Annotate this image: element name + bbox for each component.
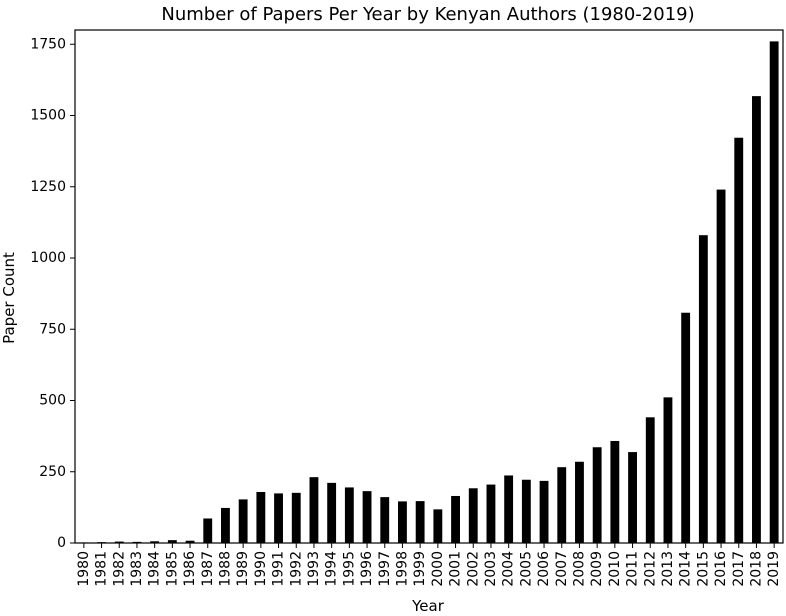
bar-1984 [150,541,160,543]
bar-2009 [592,447,602,543]
y-tick-label-250: 250 [39,464,66,480]
y-tick-label-750: 750 [39,321,66,337]
x-tick-label-2016: 2016 [713,551,729,587]
bar-2014 [681,312,691,543]
x-tick-label-2002: 2002 [465,551,481,587]
bar-2019 [769,41,779,544]
bar-1992 [291,492,301,543]
bar-1994 [327,482,337,543]
y-tick-label-1500: 1500 [30,108,66,124]
x-axis-label: Year [411,597,445,615]
bar-2004 [504,475,514,543]
x-tick-label-2017: 2017 [731,551,747,587]
bar-1996 [362,491,372,543]
x-tick-label-2004: 2004 [501,551,517,587]
bars-group [79,41,779,544]
x-tick-label-1994: 1994 [324,551,340,587]
bar-2011 [628,452,637,543]
bar-1988 [221,507,230,543]
x-tick-label-2013: 2013 [660,551,676,587]
bar-2001 [451,495,460,543]
y-tick-label-1250: 1250 [30,179,66,195]
y-tick-label-1750: 1750 [30,36,66,52]
x-tick-label-2012: 2012 [642,551,658,587]
x-tick-label-2018: 2018 [748,551,764,587]
x-tick-label-1997: 1997 [377,551,393,587]
x-tick-label-2019: 2019 [766,551,782,587]
x-tick-label-2005: 2005 [518,551,534,587]
x-tick-label-1998: 1998 [394,551,410,587]
chart-title: Number of Papers Per Year by Kenyan Auth… [161,4,694,25]
bar-1985 [167,540,177,543]
bar-2005 [521,479,531,543]
x-tick-label-2011: 2011 [625,551,641,587]
x-axis: 1980 1981 1982 1983 1984 1985 1986 1987 1988 1989… [76,543,782,587]
x-tick-label-2014: 2014 [678,551,694,587]
x-tick-label-1992: 1992 [288,551,304,587]
bar-1993 [309,477,319,543]
bar-2016 [716,189,726,543]
x-tick-label-1990: 1990 [253,551,269,587]
bar-2013 [663,397,673,543]
bar-1987 [203,518,213,543]
x-tick-label-1999: 1999 [412,551,428,587]
bar-2015 [698,235,708,543]
bar-2010 [610,440,620,543]
x-tick-label-1985: 1985 [164,551,180,587]
bar-2007 [557,467,567,543]
bar-1990 [256,491,266,543]
x-tick-label-1984: 1984 [147,551,163,587]
bar-1986 [185,540,195,543]
bar-1999 [415,501,425,543]
bar-2018 [752,96,761,544]
y-axis: 0 250 500 750 1000 1250 1500 1750 [30,36,75,551]
x-tick-label-2003: 2003 [483,551,499,587]
x-tick-label-2009: 2009 [589,551,605,587]
y-axis-label: Paper Count [0,252,18,344]
bar-2006 [539,480,549,543]
y-tick-label-0: 0 [57,535,66,551]
bar-1995 [344,487,354,543]
x-tick-label-1993: 1993 [306,551,322,587]
x-tick-label-1981: 1981 [94,551,110,587]
x-tick-label-2006: 2006 [536,551,552,587]
x-tick-label-2007: 2007 [554,551,570,587]
x-tick-label-2000: 2000 [430,551,446,587]
bar-1998 [398,501,407,543]
bar-2003 [486,484,496,543]
bar-1991 [274,493,283,543]
bar-2017 [734,137,744,544]
y-tick-label-500: 500 [39,393,66,409]
plot-frame [74,29,784,544]
x-tick-label-1991: 1991 [271,551,287,587]
x-tick-label-1996: 1996 [359,551,375,587]
x-tick-label-1995: 1995 [341,551,357,587]
bar-1997 [380,497,390,543]
bar-1989 [238,499,248,543]
x-tick-label-1988: 1988 [217,551,233,587]
x-tick-label-1980: 1980 [76,551,92,587]
y-tick-label-1000: 1000 [30,250,66,266]
x-tick-label-1983: 1983 [129,551,145,587]
x-tick-label-2010: 2010 [607,551,623,587]
bar-2000 [433,509,443,543]
x-tick-label-2008: 2008 [571,551,587,587]
x-tick-label-1986: 1986 [182,551,198,587]
bar-1982 [114,541,124,543]
x-tick-label-2001: 2001 [448,551,464,587]
x-tick-label-1982: 1982 [111,551,127,587]
x-tick-label-1989: 1989 [235,551,251,587]
bar-2008 [575,461,584,543]
bar-2012 [645,417,655,543]
bar-2002 [468,488,478,543]
x-tick-label-1987: 1987 [200,551,216,587]
x-tick-label-2015: 2015 [695,551,711,587]
